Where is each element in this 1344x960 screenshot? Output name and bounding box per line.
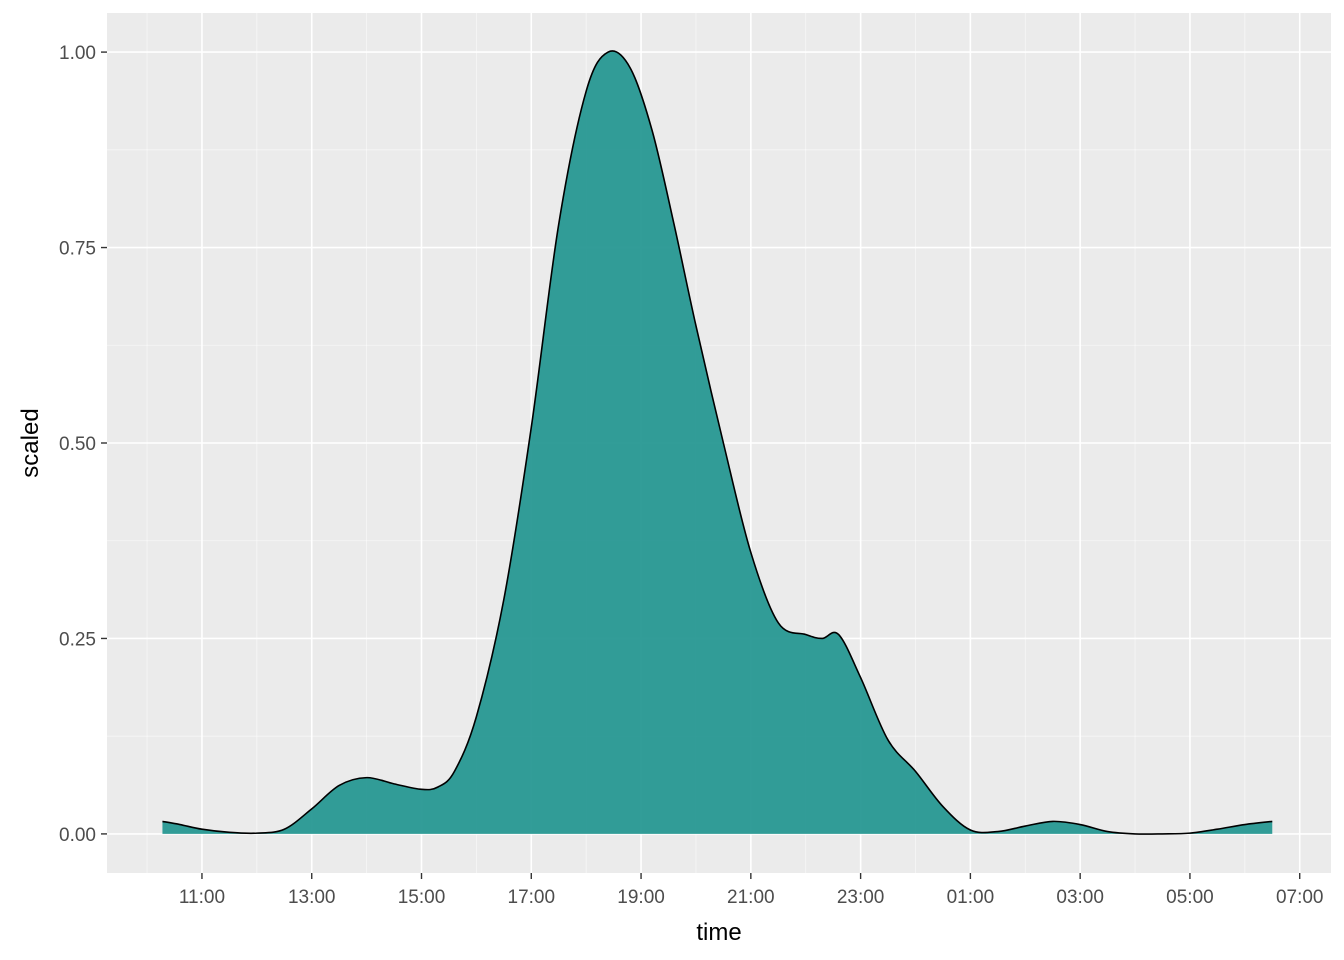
y-tick-label: 0.25 [59,629,96,650]
x-tick-label: 23:00 [837,887,885,908]
x-tick-label: 13:00 [288,887,336,908]
x-tick-label: 17:00 [508,887,556,908]
x-tick-label: 15:00 [398,887,446,908]
y-tick-label: 0.00 [59,825,96,846]
x-tick-label: 21:00 [727,887,775,908]
x-tick-label: 01:00 [947,887,995,908]
y-tick-label: 1.00 [59,43,96,64]
y-tick-label: 0.75 [59,239,96,260]
x-tick-label: 03:00 [1056,887,1104,908]
y-tick-label: 0.50 [59,434,96,455]
y-axis-ticks: 0.00 0.25 0.50 0.75 1.00 [59,43,107,846]
density-area [162,50,1273,835]
x-tick-label: 11:00 [179,887,225,908]
x-tick-label: 07:00 [1276,887,1324,908]
x-tick-label: 19:00 [617,887,665,908]
x-axis-title: time [696,919,741,946]
density-outline [162,50,1273,835]
x-axis-ticks: 11:00 13:00 15:00 17:00 19:00 21:00 23:00 01:00… [179,873,1324,908]
x-tick-label: 05:00 [1166,887,1214,908]
y-axis-title: scaled [17,408,44,477]
